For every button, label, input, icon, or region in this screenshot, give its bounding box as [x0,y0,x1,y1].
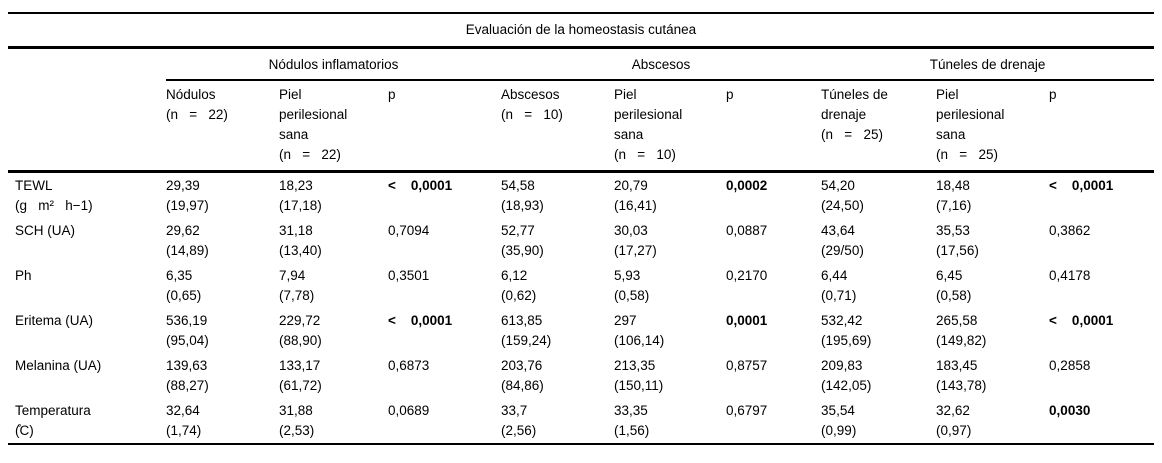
value-cell: 33,35 (1,56) [614,403,650,438]
p-value-cell: < 0,0001 [388,313,453,328]
table-row: TEWL (g m² h−1) 29,39 (19,97) 18,23 (17,18… [8,172,1154,219]
value-cell: 203,76 (84,86) [501,358,544,393]
value-cell: 536,19 (95,04) [166,313,209,348]
p-value-cell: < 0,0001 [1049,178,1114,193]
value-cell: 209,83 (142,05) [821,358,872,393]
column-header-4: Piel perilesional sana (n = 10) [614,80,727,173]
value-cell: 20,79 (16,41) [614,178,657,213]
column-header-3: Abscesos (n = 10) [501,80,615,173]
top-rule [8,12,1154,14]
column-header-1: Piel perilesional sana (n = 22) [279,80,388,173]
value-cell: 297 (106,14) [614,313,665,348]
value-cell: 6,44 (0,71) [821,268,857,303]
value-cell: 213,35 (150,11) [614,358,664,393]
p-value-cell: 0,8757 [726,358,768,373]
column-header-6: Túneles de drenaje (n = 25) [821,80,937,173]
p-value-cell: 0,3501 [388,268,430,283]
value-cell: 18,48 (7,16) [936,178,972,213]
value-cell: 6,35 (0,65) [166,268,202,303]
column-header-8: p [1049,80,1155,173]
column-header-2: p [388,80,502,173]
p-value-cell: 0,0030 [1049,403,1091,418]
value-cell: 43,64 (29/50) [821,223,864,258]
p-value-cell: 0,7094 [388,223,430,238]
column-header-5: p [726,80,822,173]
value-cell: 54,58 (18,93) [501,178,544,213]
p-value-cell: 0,0001 [726,313,768,328]
value-cell: 6,45 (0,58) [936,268,972,303]
p-value-cell: < 0,0001 [1049,313,1114,328]
row-label-4: Melanina (UA) [15,358,102,373]
value-cell: 29,39 (19,97) [166,178,209,213]
group-header-2: Túneles de drenaje [821,47,1155,81]
value-cell: 532,42 (195,69) [821,313,872,348]
row-label-3: Eritema (UA) [15,313,94,328]
row-label-5: Temperatura (̊C) [15,403,91,438]
value-cell: 265,58 (149,82) [936,313,987,348]
p-value-cell: 0,6873 [388,358,430,373]
p-value-cell: 0,0002 [726,178,768,193]
table-head: Nódulos inflamatorios Abscesos Túneles de … [8,47,1155,173]
value-cell: 18,23 (17,18) [279,178,322,213]
table-title: Evaluación de la homeostasis cutánea [465,22,697,37]
column-header-7: Piel perilesional sana (n = 25) [936,80,1050,173]
value-cell: 30,03 (17,27) [614,223,657,258]
row-label-0: TEWL (g m² h−1) [15,178,93,213]
value-cell: 613,85 (159,24) [501,313,552,348]
row-label-1: SCH (UA) [15,223,75,238]
row-label-2: Ph [15,268,32,283]
table-row: Temperatura (̊C) 32,64 (1,74) 31,88 (2,53)… [8,398,1154,444]
value-cell: 32,62 (0,97) [936,403,972,438]
table-row: Eritema (UA) 536,19 (95,04) 229,72 (88,90)… [8,308,1154,353]
p-value-cell: 0,2170 [726,268,768,283]
p-value-cell: 0,3862 [1049,223,1091,238]
value-cell: 35,53 (17,56) [936,223,979,258]
value-cell: 33,7 (2,56) [501,403,537,438]
value-cell: 52,77 (35,90) [501,223,544,258]
table-body: TEWL (g m² h−1) 29,39 (19,97) 18,23 (17,18… [8,172,1154,445]
table-row: SCH (UA) 29,62 (14,89) 31,18 (13,40) 0,7094… [8,218,1154,263]
table-row: Melanina (UA) 139,63 (88,27) 133,17 (61,72… [8,353,1154,398]
p-value-cell: 0,4178 [1049,268,1091,283]
stub-header [8,47,166,173]
value-cell: 5,93 (0,58) [614,268,650,303]
p-value-cell: 0,6797 [726,403,768,418]
p-value-cell: 0,2858 [1049,358,1091,373]
value-cell: 133,17 (61,72) [279,358,322,393]
group-header-0: Nódulos inflamatorios [166,47,502,81]
group-header-1: Abscesos [501,47,822,81]
value-cell: 54,20 (24,50) [821,178,864,213]
homeostasis-table: Nódulos inflamatorios Abscesos Túneles de … [8,46,1155,445]
p-value-cell: 0,0689 [388,403,430,418]
value-cell: 32,64 (1,74) [166,403,202,438]
page: Evaluación de la homeostasis cutánea Nód… [8,12,1155,445]
value-cell: 229,72 (88,90) [279,313,322,348]
value-cell: 29,62 (14,89) [166,223,209,258]
value-cell: 6,12 (0,62) [501,268,537,303]
value-cell: 7,94 (7,78) [279,268,315,303]
value-cell: 35,54 (0,99) [821,403,857,438]
p-value-cell: < 0,0001 [388,178,453,193]
table-row: Ph 6,35 (0,65) 7,94 (7,78) 0,3501 6,12 (0,62… [8,263,1154,308]
p-value-cell: 0,0887 [726,223,768,238]
value-cell: 139,63 (88,27) [166,358,209,393]
value-cell: 31,18 (13,40) [279,223,322,258]
column-header-0: Nódulos (n = 22) [166,80,279,173]
value-cell: 183,45 (143,78) [936,358,987,393]
value-cell: 31,88 (2,53) [279,403,315,438]
